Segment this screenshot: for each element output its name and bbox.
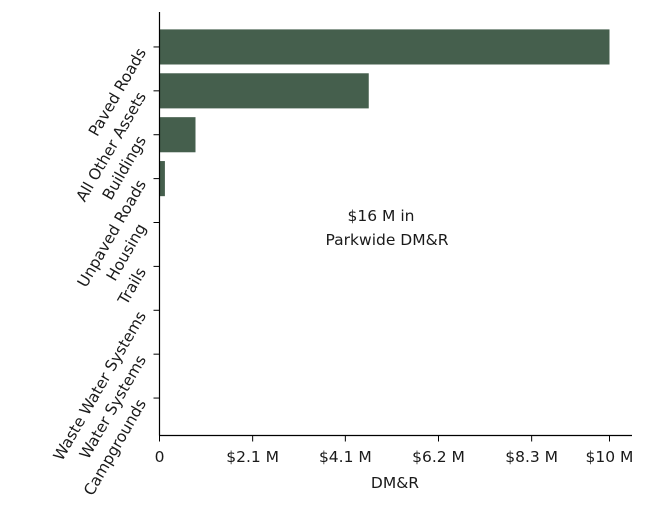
x-tick-label: $10 M <box>586 448 634 466</box>
x-tick-label: 0 <box>155 448 165 466</box>
x-tick-label: $2.1 M <box>226 448 279 466</box>
x-tick-label: $6.2 M <box>412 448 465 466</box>
x-tick-label: $8.3 M <box>505 448 558 466</box>
bars-group <box>159 29 610 197</box>
bar-all-other-assets <box>159 73 369 109</box>
bar-buildings <box>159 117 196 153</box>
x-tick-label: $4.1 M <box>319 448 372 466</box>
x-ticks-group: 0 $2.1 M $4.1 M $6.2 M $8.3 M $10 M <box>155 435 634 466</box>
bar-unpaved-roads <box>159 161 165 197</box>
x-axis-label: DM&R <box>371 474 419 492</box>
annotation-line-2: Parkwide DM&R <box>326 231 449 249</box>
annotation-line-1: $16 M in <box>348 207 415 225</box>
bar-paved-roads <box>159 29 610 65</box>
